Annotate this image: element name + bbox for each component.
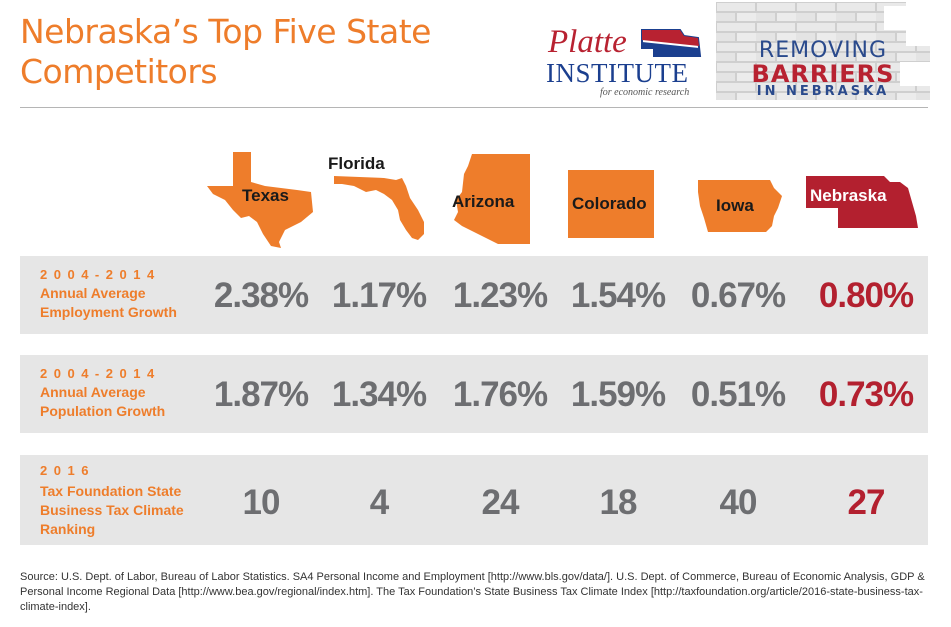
- row-period: 2016: [40, 463, 95, 478]
- value-iowa: 40: [719, 483, 758, 522]
- brick-wall-icon: [716, 2, 930, 100]
- value-colorado: 1.54%: [570, 276, 666, 315]
- row-label: Annual Average Population Growth: [40, 383, 165, 421]
- table-row: 2004-2014 Annual Average Employment Grow…: [20, 256, 928, 334]
- row-period: 2004-2014: [40, 366, 161, 381]
- campaign-line-1: REMOVING: [758, 38, 888, 63]
- value-colorado: 1.59%: [570, 375, 666, 414]
- table-row: 2016 Tax Foundation State Business Tax C…: [20, 455, 928, 545]
- state-label-arizona: Arizona: [452, 192, 515, 211]
- state-label-florida: Florida: [328, 154, 385, 173]
- value-nebraska: 0.80%: [818, 276, 914, 315]
- campaign-line-3: IN NEBRASKA: [756, 84, 890, 99]
- row-label: Tax Foundation State Business Tax Climat…: [40, 482, 184, 539]
- value-iowa: 0.51%: [690, 375, 786, 414]
- state-label-colorado: Colorado: [572, 194, 647, 213]
- state-label-iowa: Iowa: [716, 196, 754, 215]
- logo-tagline: for economic research: [600, 87, 690, 98]
- logo-name-1: Platte: [548, 24, 627, 60]
- row-label-line: Ranking: [40, 521, 96, 537]
- value-florida: 1.34%: [331, 375, 427, 414]
- texas-shape-icon: [207, 152, 313, 248]
- removing-barriers-badge: REMOVING BARRIERS IN NEBRASKA: [716, 2, 930, 100]
- row-label-line: Employment Growth: [40, 304, 177, 320]
- platte-institute-logo: Platte INSTITUTE for economic research: [540, 20, 710, 100]
- iowa-shape-icon: [698, 180, 782, 232]
- row-label-line: Annual Average: [40, 285, 146, 301]
- nebraska-flag-icon: [641, 29, 702, 57]
- table-row: 2004-2014 Annual Average Population Grow…: [20, 355, 928, 433]
- value-arizona: 1.76%: [452, 375, 548, 414]
- row-label-line: Business Tax Climate: [40, 502, 184, 518]
- value-arizona: 24: [481, 483, 520, 522]
- value-colorado: 18: [599, 483, 638, 522]
- value-texas: 10: [242, 483, 281, 522]
- value-iowa: 0.67%: [690, 276, 786, 315]
- value-texas: 1.87%: [213, 375, 309, 414]
- row-label-line: Population Growth: [40, 403, 166, 419]
- colorado-shape-icon: [568, 170, 654, 238]
- value-nebraska: 27: [847, 483, 886, 522]
- header-divider: [20, 107, 928, 108]
- page-title: Nebraska’s Top Five State Competitors: [20, 12, 431, 92]
- arizona-shape-icon: [454, 154, 530, 244]
- row-label-line: Tax Foundation State: [40, 483, 182, 499]
- campaign-line-2: BARRIERS: [751, 60, 895, 88]
- state-label-nebraska: Nebraska: [810, 186, 887, 205]
- florida-shape-icon: [334, 176, 424, 240]
- source-note: Source: U.S. Dept. of Labor, Bureau of L…: [20, 571, 925, 613]
- value-florida: 1.17%: [331, 276, 427, 315]
- value-florida: 4: [369, 483, 389, 522]
- row-label: Annual Average Employment Growth: [40, 284, 177, 322]
- title-line-1: Nebraska’s Top Five State: [20, 12, 431, 51]
- title-line-2: Competitors: [20, 52, 218, 91]
- row-period: 2004-2014: [40, 267, 161, 282]
- row-label-line: Annual Average: [40, 384, 146, 400]
- nebraska-shape-icon: [806, 176, 918, 228]
- state-label-texas: Texas: [242, 186, 289, 205]
- value-texas: 2.38%: [213, 276, 309, 315]
- value-arizona: 1.23%: [452, 276, 548, 315]
- value-nebraska: 0.73%: [818, 375, 914, 414]
- logo-name-2: INSTITUTE: [546, 58, 689, 88]
